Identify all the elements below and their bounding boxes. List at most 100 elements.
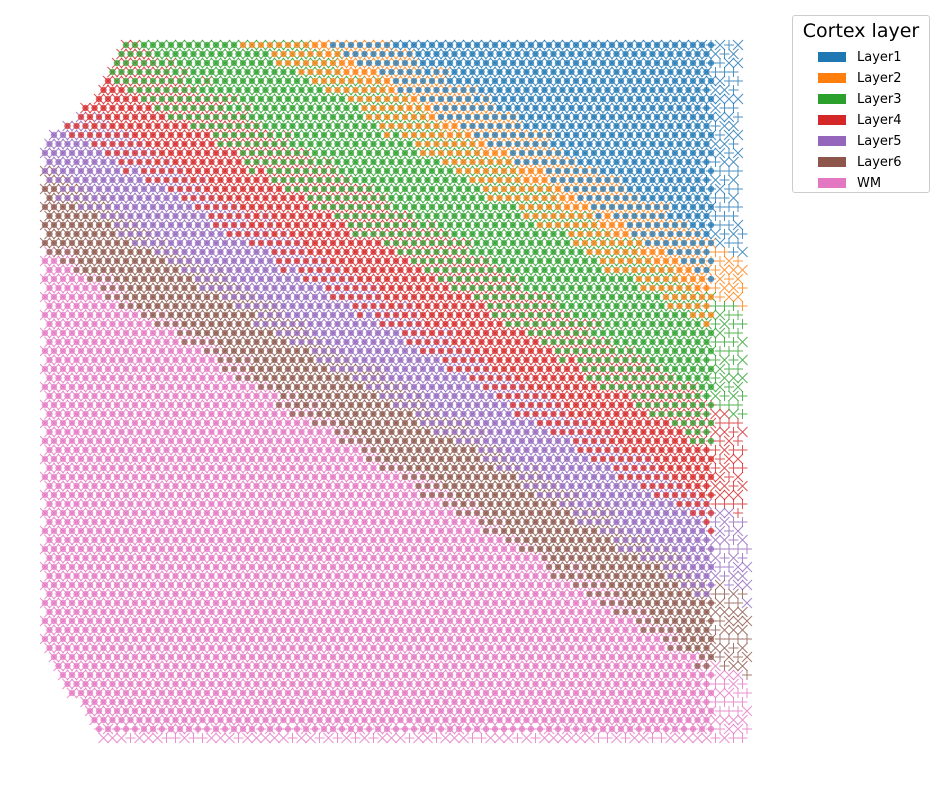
mapped-spot-marker	[724, 598, 734, 608]
mapped-spot-marker	[737, 264, 748, 276]
mapped-spot-marker	[710, 480, 721, 492]
mapped-spot-marker	[715, 400, 725, 410]
mapped-spot-marker	[737, 499, 748, 509]
mapped-spot-marker	[719, 589, 730, 599]
mapped-spot-marker	[710, 408, 721, 420]
mapped-spot-marker	[741, 597, 753, 609]
mapped-spot-marker	[714, 39, 726, 51]
mapped-spot-marker	[724, 544, 734, 554]
mapped-spot-marker	[710, 499, 721, 509]
mapped-spot-marker	[728, 211, 739, 221]
mapped-spot-marker	[724, 580, 734, 590]
mapped-spot-marker	[733, 238, 743, 248]
mapped-spot-marker	[719, 354, 730, 366]
mapped-spot-marker	[714, 273, 726, 285]
mapped-spot-marker	[737, 517, 748, 527]
mapped-spot-marker	[733, 418, 743, 428]
mapped-spot-marker	[724, 220, 734, 230]
mapped-spot-marker	[710, 193, 721, 203]
mapped-spot-marker	[728, 120, 739, 132]
mapped-spot-marker	[714, 381, 726, 393]
mapped-spot-marker	[732, 147, 744, 159]
mapped-spot-marker	[732, 57, 744, 69]
mapped-spot-marker	[719, 462, 730, 474]
mapped-spot-marker	[724, 328, 734, 338]
mapped-spot-marker	[719, 175, 730, 185]
mapped-spot-marker	[733, 112, 743, 122]
mapped-spot-marker	[715, 130, 725, 140]
mapped-spot-marker	[724, 310, 734, 320]
mapped-spot-marker	[733, 346, 743, 356]
mapped-spot-marker	[710, 373, 721, 383]
mapped-spot-marker	[715, 58, 725, 68]
mapped-spot-marker	[728, 264, 739, 276]
mapped-spot-marker	[724, 562, 734, 572]
mapped-spot-marker	[710, 174, 721, 186]
mapped-spot-marker	[737, 553, 748, 563]
mapped-spot-marker	[719, 156, 730, 168]
mapped-spot-marker	[719, 282, 730, 294]
mapped-spot-marker	[728, 408, 739, 420]
mapped-spot-marker	[732, 561, 744, 573]
mapped-spot-marker	[715, 220, 725, 230]
mapped-spot-marker	[710, 337, 721, 347]
mapped-spot-marker	[724, 40, 734, 50]
mapped-spot-marker	[710, 301, 721, 311]
mapped-spot-marker	[715, 436, 725, 446]
mapped-spot-marker	[724, 400, 734, 410]
mapped-spot-marker	[710, 517, 721, 527]
mapped-spot-marker	[719, 499, 730, 509]
mapped-spot-marker	[728, 535, 739, 545]
mapped-spot-marker	[724, 364, 734, 374]
mapped-spot-marker	[723, 57, 735, 69]
mapped-spot-marker	[723, 255, 735, 267]
mapped-spot-marker	[723, 453, 735, 465]
mapped-spot-marker	[728, 192, 739, 204]
mapped-spot-marker	[710, 48, 721, 60]
mapped-spot-marker	[719, 264, 730, 276]
mapped-spot-marker	[733, 202, 743, 212]
mapped-spot-marker	[719, 211, 730, 221]
mapped-spot-marker	[728, 282, 739, 294]
mapped-spot-marker	[728, 156, 739, 168]
mapped-spot-marker	[710, 552, 721, 564]
mapped-spot-marker	[715, 346, 725, 356]
mapped-spot-marker	[741, 579, 753, 591]
mapped-spot-marker	[724, 418, 734, 428]
mapped-spot-marker	[724, 382, 734, 392]
mapped-spot-marker	[714, 183, 726, 195]
mapped-spot-marker	[710, 211, 721, 221]
mapped-spot-marker	[728, 517, 739, 527]
mapped-spot-marker	[715, 202, 725, 212]
mapped-spot-marker	[719, 391, 730, 401]
mapped-spot-marker	[719, 553, 730, 563]
mapped-spot-marker	[719, 480, 730, 492]
mapped-spot-marker	[737, 409, 748, 419]
mapped-spot-marker	[737, 319, 748, 329]
mapped-spot-marker	[728, 552, 739, 564]
mapped-spot-marker	[714, 525, 726, 537]
mapped-spot-marker	[719, 318, 730, 330]
mapped-spot-marker	[714, 579, 726, 591]
mapped-spot-marker	[724, 274, 734, 284]
mapped-spot-marker	[710, 606, 721, 618]
mapped-spot-marker	[732, 579, 744, 591]
mapped-spot-marker	[733, 328, 743, 338]
mapped-spot-marker	[728, 85, 739, 95]
mapped-spot-marker	[710, 228, 721, 240]
mapped-spot-marker	[710, 121, 721, 131]
mapped-spot-marker	[710, 247, 721, 257]
mapped-spot-marker	[728, 570, 739, 582]
mapped-spot-marker	[714, 597, 726, 609]
mapped-spot-marker	[724, 76, 734, 86]
mapped-spot-marker	[733, 400, 743, 410]
mapped-spot-marker	[728, 445, 739, 455]
mapped-spot-marker	[723, 489, 735, 501]
mapped-spot-marker	[719, 534, 730, 546]
mapped-spot-marker	[737, 589, 748, 599]
mapped-spot-marker	[719, 49, 730, 59]
mapped-spot-marker	[723, 291, 735, 303]
mapped-spot-marker	[737, 391, 748, 401]
mapped-spot-marker	[724, 238, 734, 248]
mapped-spot-marker	[728, 139, 739, 149]
